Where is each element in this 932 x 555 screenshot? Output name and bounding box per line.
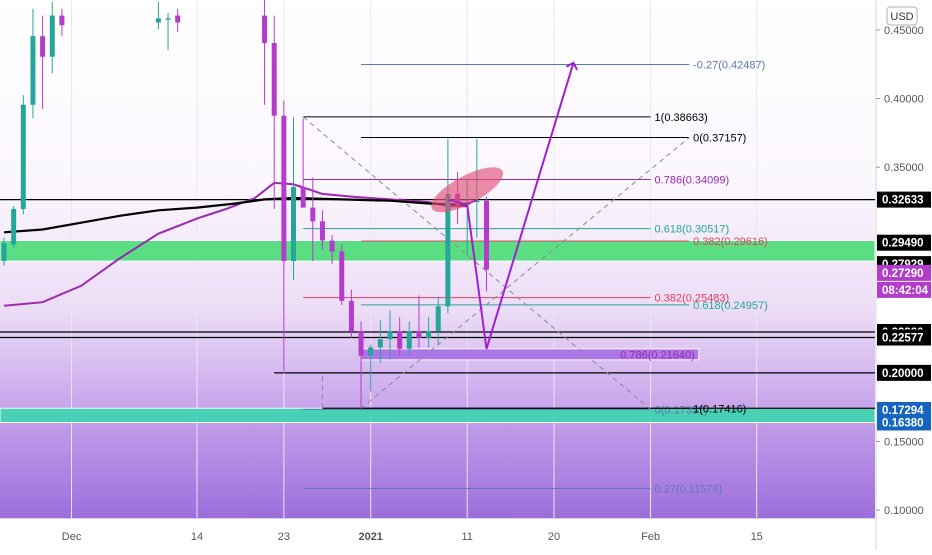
candle-body: [291, 187, 296, 262]
moving-average-purple: [3, 181, 468, 307]
price-label-box: [877, 191, 931, 208]
price-tick-label: 0.10000: [884, 505, 924, 517]
fib-level-label: 0(0.37157): [693, 133, 746, 145]
moving-averages: [3, 181, 468, 307]
price-label: 0.16380: [882, 418, 924, 430]
countdown-box: [877, 281, 931, 298]
candle-body: [1, 243, 7, 262]
candle-body: [339, 251, 345, 301]
fib-level-label: 0.618(0.24957): [693, 300, 768, 312]
candle-body: [59, 15, 65, 26]
candle-body: [11, 208, 17, 245]
fib-level-label: 0(0.17337): [655, 404, 708, 416]
fib-level-label: 0.786(0.34099): [655, 174, 730, 186]
fib-level-label: 1(0.38663): [655, 112, 708, 124]
price-label-box: [877, 329, 931, 346]
candles: [1, 0, 489, 408]
currency-badge[interactable]: USD: [886, 6, 918, 26]
candle-body: [165, 18, 171, 20]
candle-body: [49, 15, 55, 57]
zone-label: 0.786(0.21640): [620, 349, 695, 361]
candle-body: [358, 331, 364, 356]
price-tick-label: 0.40000: [884, 94, 924, 106]
candle-body: [329, 240, 335, 252]
candle-body: [406, 331, 412, 349]
projection-arrow: [466, 63, 573, 350]
price-label: 0.29490: [882, 238, 924, 250]
price-label: 0.22577: [882, 333, 924, 345]
time-tick-label: Dec: [62, 531, 82, 543]
candle-body: [155, 18, 161, 23]
candle-body: [271, 43, 277, 116]
candle-body: [377, 339, 383, 348]
fib-level-label: 0.382(0.29616): [693, 236, 768, 248]
price-label: 0.27290: [882, 268, 924, 280]
zone-layer: 0.786(0.21640): [0, 240, 876, 424]
candle-body: [281, 115, 287, 262]
candle-body: [474, 200, 480, 203]
time-tick-label: Feb: [641, 531, 660, 543]
fib-level-label: 0.382(0.25483): [655, 293, 730, 305]
time-tick-label: 20: [548, 531, 560, 543]
candle-body: [416, 331, 422, 338]
price-label: 0.32633: [882, 195, 924, 207]
candle-body: [40, 36, 46, 57]
price-tick-label: 0.45000: [884, 25, 924, 37]
candle-body: [397, 331, 403, 349]
candle-body: [20, 104, 26, 209]
candle-body: [348, 300, 354, 332]
candle-body: [484, 200, 489, 270]
moving-average-black: [3, 196, 468, 234]
time-tick-label: 14: [191, 531, 203, 543]
fib-level-label: 0.618(0.30517): [655, 224, 730, 236]
price-label-box: [877, 414, 931, 431]
small-arrow-mark: [447, 199, 478, 205]
price-label-box: [877, 234, 931, 251]
candle-body: [310, 207, 316, 222]
price-tick-label: 0.35000: [884, 162, 924, 174]
time-tick-label: 2021: [358, 531, 382, 543]
fib-level-label: 0.27(0.11578): [655, 483, 723, 495]
diagonal-line: [360, 137, 690, 409]
countdown-label: 08:42:04: [882, 285, 929, 297]
fib-level-label: 1(0.17416): [693, 403, 746, 415]
currency-badge-box: [886, 6, 918, 26]
candle-body: [368, 347, 374, 356]
time-tick-label: 23: [278, 531, 290, 543]
time-tick-label: 15: [751, 531, 763, 543]
fib-level-label: -0.27(0.42487): [693, 59, 765, 71]
time-tick-label: 11: [461, 531, 472, 543]
candle-body: [262, 15, 268, 44]
time-axis-panel: [0, 518, 932, 550]
candle-body: [319, 221, 325, 241]
candle-body: [30, 36, 36, 105]
candle-body: [426, 331, 432, 338]
price-tick-label: 0.15000: [884, 436, 924, 448]
candle-body: [387, 331, 393, 340]
price-label-box: [877, 401, 931, 418]
diagonal-lines: [302, 116, 690, 410]
candle-body: [300, 187, 306, 208]
price-label: 0.20000: [882, 368, 924, 380]
candle-body: [175, 15, 181, 23]
currency-label: USD: [890, 11, 913, 23]
price-label: 0.17294: [882, 405, 924, 417]
diagonal-line: [302, 116, 651, 410]
price-label-box: [877, 364, 931, 381]
drawings: [431, 63, 573, 350]
fibonacci-levels: -0.27(0.42487) 1(0.38663) 0(0.37157) 0.786(…: [303, 59, 768, 495]
price-label-box: [877, 264, 931, 281]
candle-body: [435, 306, 441, 332]
candle-body: [445, 193, 451, 307]
